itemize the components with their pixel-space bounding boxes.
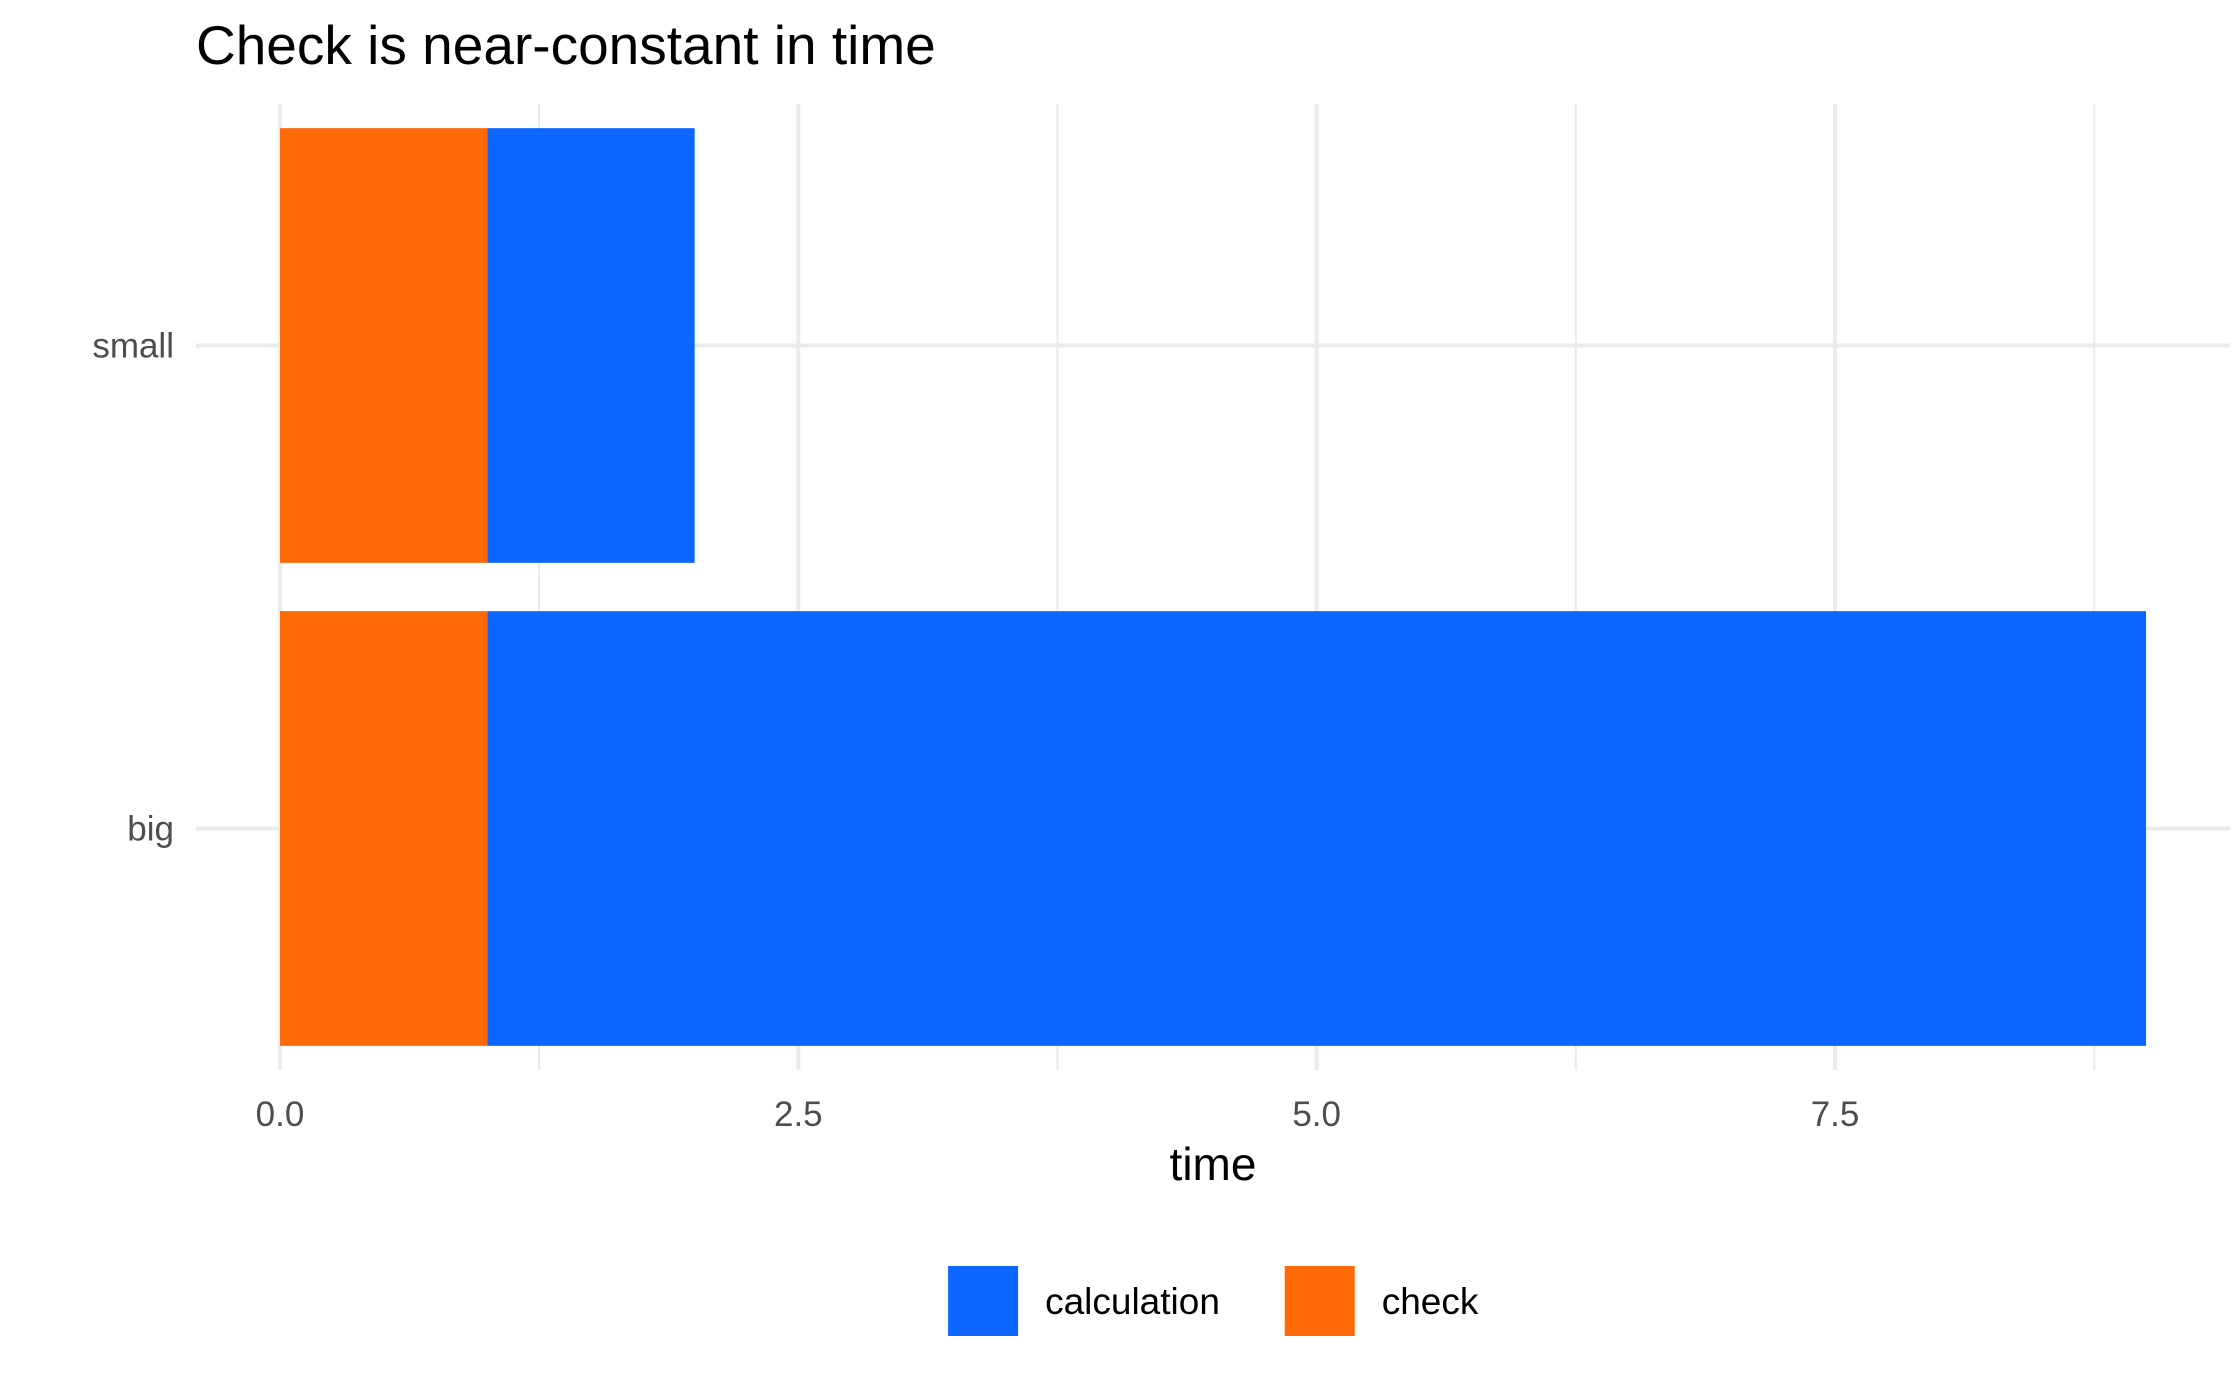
legend-label-check: check <box>1382 1281 1479 1322</box>
bar-layer <box>279 128 2147 1046</box>
bar-calculation-small <box>487 128 695 563</box>
legend: calculation check <box>948 1266 1479 1336</box>
x-tick-label: 0.0 <box>256 1095 305 1134</box>
legend-label-calculation: calculation <box>1045 1281 1220 1322</box>
x-tick-label: 7.5 <box>1811 1095 1860 1134</box>
y-tick-label-big: big <box>127 810 174 849</box>
chart-title: Check is near-constant in time <box>196 14 936 76</box>
legend-key-check <box>1284 1266 1355 1336</box>
x-tick-label: 5.0 <box>1292 1095 1341 1134</box>
axis-layer: 0.0 2.5 5.0 7.5 big small <box>92 327 1859 1135</box>
x-axis-title: time <box>1170 1138 1257 1190</box>
bar-check-big <box>279 611 488 1046</box>
y-tick-label-small: small <box>92 327 174 366</box>
x-tick-label: 2.5 <box>774 1095 823 1134</box>
bar-calculation-big <box>487 611 2147 1046</box>
legend-key-calculation <box>948 1266 1019 1336</box>
bar-check-small <box>279 128 488 563</box>
